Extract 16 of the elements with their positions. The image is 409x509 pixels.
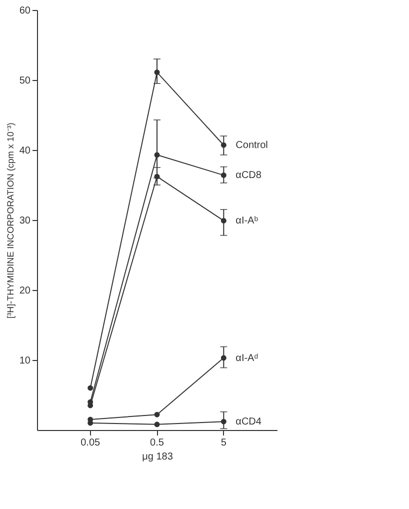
x-tick-label: 0.05 xyxy=(80,438,100,448)
y-tick-label: 50 xyxy=(19,76,31,86)
y-tick-label: 10 xyxy=(19,356,31,366)
series-label: αCD4 xyxy=(236,416,262,428)
x-tick-label: 0.5 xyxy=(150,438,164,448)
x-tick-label: 5 xyxy=(220,438,227,448)
series-label: Control xyxy=(236,140,268,152)
x-axis-title: μg 183 xyxy=(142,452,174,462)
series-label: αI-Aᵈ xyxy=(236,352,258,364)
series-label: αCD8 xyxy=(236,170,262,182)
y-tick-label: 30 xyxy=(19,216,31,226)
y-tick-label: 20 xyxy=(19,286,31,296)
y-tick-label: 60 xyxy=(19,6,31,16)
y-axis-title: [³H]-THYMIDINE INCORPORATION (cpm x 10⁻³) xyxy=(5,122,16,318)
y-tick-label: 40 xyxy=(19,146,31,156)
series-label: αI-Aᵇ xyxy=(236,216,258,227)
